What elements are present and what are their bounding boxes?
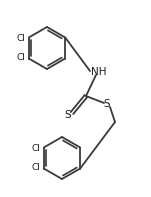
Text: S: S: [104, 99, 110, 109]
Text: Cl: Cl: [32, 144, 41, 153]
Text: Cl: Cl: [17, 34, 26, 43]
Text: S: S: [65, 110, 71, 120]
Text: Cl: Cl: [32, 163, 41, 172]
Text: NH: NH: [91, 67, 106, 77]
Text: Cl: Cl: [17, 53, 26, 62]
